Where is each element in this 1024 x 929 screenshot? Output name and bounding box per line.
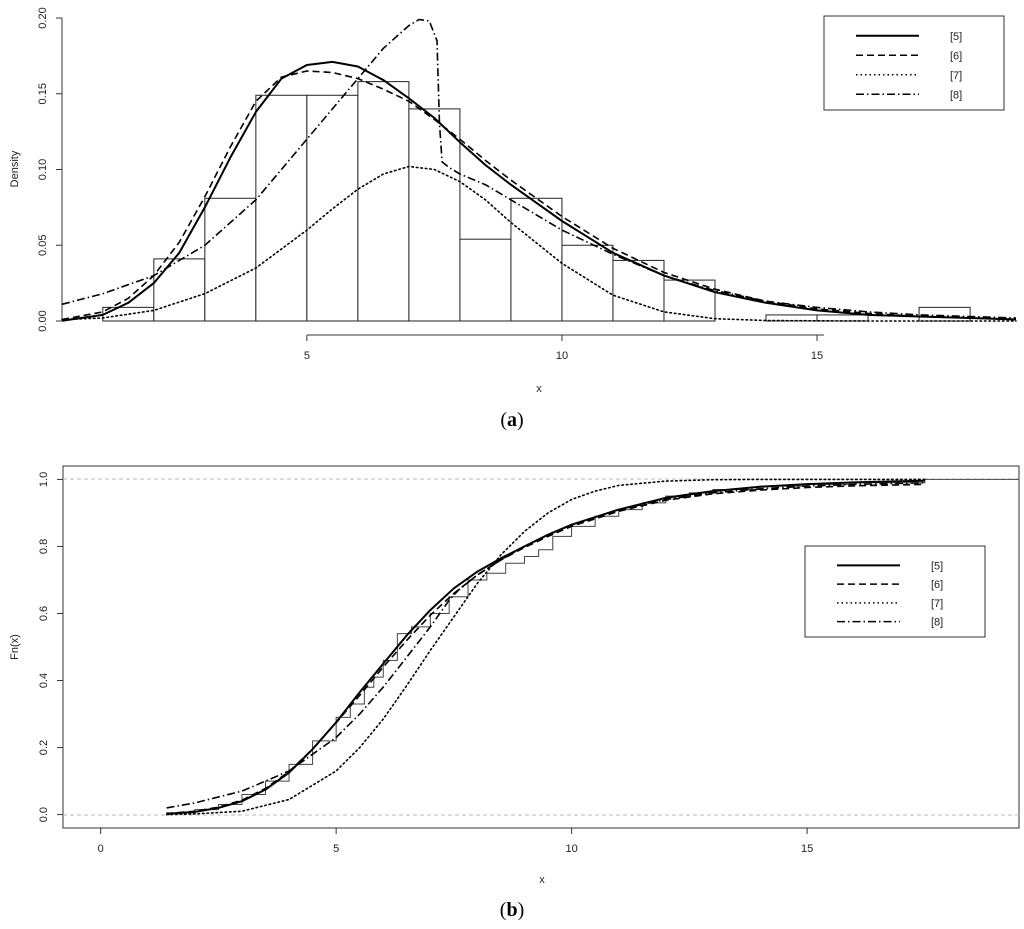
histogram-bar-6-7 [357, 81, 410, 322]
y-axis-title: Fn(x) [9, 634, 21, 660]
caption-a-letter: a [507, 409, 517, 431]
histogram-bar-15-16 [816, 314, 869, 322]
caption-b-letter: b [506, 899, 517, 921]
x-tick-label-5: 5 [304, 350, 310, 362]
histogram-bar-2-3 [153, 258, 206, 322]
legend-box [804, 545, 986, 638]
legend-label-5: [5] [931, 560, 943, 572]
legend-label-8: [8] [931, 617, 943, 629]
legend-label-6: [6] [950, 50, 962, 62]
y-tick-label-0-6: 0.6 [38, 606, 50, 621]
ecdf-step-line [166, 478, 1019, 815]
x-ticks: 0 5 10 15 [98, 828, 813, 855]
cdf-curves [165, 478, 926, 816]
x-tick-label-15: 15 [811, 350, 823, 362]
legend-label-7: [7] [931, 598, 943, 610]
panel-b-ecdf-chart: 0 5 10 15 0.0 0.2 0.4 0.6 0.8 1.0 x Fn(x) [5] [6]… [9, 465, 1020, 921]
legend-label-6: [6] [931, 579, 943, 591]
plot-frame [62, 465, 1020, 829]
curve-8 [166, 482, 925, 809]
x-axis-title: x [539, 874, 545, 886]
legend: [5] [6] [7] [8] [823, 15, 1005, 111]
caption-a: (a) [500, 409, 523, 431]
histogram-bar-11-12 [612, 259, 665, 322]
caption-b: (b) [500, 899, 524, 921]
histogram-bar-8-9 [459, 238, 512, 322]
y-tick-label-0-0: 0.0 [38, 807, 50, 822]
y-tick-label-1-0: 1.0 [38, 472, 50, 487]
x-tick-label-5: 5 [333, 843, 339, 855]
curve-5 [166, 479, 925, 815]
curve-6 [166, 483, 925, 815]
histogram-bar-9-10 [510, 197, 563, 322]
curve-7 [61, 165, 1017, 322]
ecdf-steps [166, 478, 1019, 815]
x-tick-label-10: 10 [556, 350, 568, 362]
density-curves [61, 18, 1017, 322]
y-tick-label-0-8: 0.8 [38, 539, 50, 554]
y-ticks: 0.0 0.2 0.4 0.6 0.8 1.0 [38, 472, 63, 822]
histogram-bar-10-11 [561, 244, 614, 322]
legend-label-8: [8] [950, 89, 962, 101]
y-tick-label-0-4: 0.4 [38, 673, 50, 688]
legend: [5] [6] [7] [8] [804, 545, 986, 638]
y-tick-label-0-00: 0.00 [37, 310, 49, 331]
curve-5 [61, 60, 1017, 322]
histogram-bars [102, 81, 971, 322]
x-tick-label-10: 10 [565, 843, 577, 855]
x-tick-label-15: 15 [801, 843, 813, 855]
y-tick-label-0-20: 0.20 [37, 7, 49, 28]
histogram-bar-7-8 [408, 108, 461, 322]
legend-entries: [5] [6] [7] [8] [856, 31, 962, 101]
panel-a-density-chart: 5 10 15 0.00 0.05 0.10 0.15 0.20 x Density [5]… [9, 7, 1017, 431]
x-tick-label-0: 0 [98, 843, 104, 855]
y-ticks: 0.00 0.05 0.10 0.15 0.20 [37, 7, 62, 332]
y-tick-label-0-10: 0.10 [37, 159, 49, 180]
x-axis-title: x [536, 383, 542, 395]
histogram-bar-3-4 [204, 197, 257, 322]
legend-box [823, 15, 1005, 111]
y-tick-label-0-2: 0.2 [38, 740, 50, 755]
legend-label-7: [7] [950, 70, 962, 82]
curve-8 [61, 18, 1017, 319]
histogram-bar-17-18 [918, 306, 971, 322]
curve-7 [165, 478, 926, 816]
histogram-bar-4-5 [255, 94, 308, 322]
y-tick-label-0-15: 0.15 [37, 83, 49, 104]
y-tick-label-0-05: 0.05 [37, 235, 49, 256]
legend-entries: [5] [6] [7] [8] [837, 560, 943, 629]
histogram-bar-1-2 [102, 306, 155, 322]
y-axis-title: Density [9, 150, 21, 187]
legend-label-5: [5] [950, 31, 962, 43]
x-ticks: 5 10 15 [304, 335, 823, 362]
